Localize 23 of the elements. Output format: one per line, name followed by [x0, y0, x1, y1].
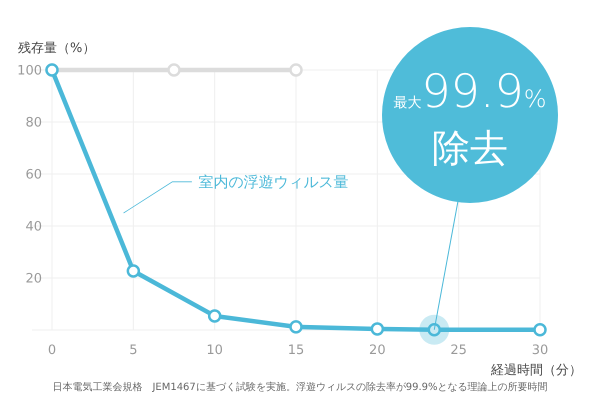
point	[208, 309, 222, 323]
y-tick-label: 80	[25, 116, 42, 131]
x-tick-label: 0	[48, 343, 56, 358]
y-tick-label: 100	[17, 64, 42, 79]
y-tick-label: 40	[25, 220, 42, 235]
x-tick-label: 25	[450, 343, 467, 358]
x-tick-label: 30	[532, 343, 548, 358]
text: 日本電気工業会規格 JEM1467に基づく試験を実施。浮遊ウィルスの除去率が99.9%となる理論上の所要時間	[52, 381, 548, 393]
x-axis-title: 経過時間（分）	[490, 363, 582, 378]
point	[533, 322, 547, 336]
y-tick-label: 60	[25, 168, 42, 183]
y-tick-label: 20	[25, 272, 42, 287]
point	[126, 264, 140, 278]
y-axis-title: 残存量（%）	[18, 41, 96, 56]
point	[370, 322, 384, 336]
x-tick-label: 5	[129, 343, 138, 358]
text: 室内の浮遊ウィルス量	[198, 173, 348, 192]
x-tick-label: 10	[206, 343, 223, 358]
point	[167, 63, 181, 77]
point	[289, 63, 303, 77]
x-tick-label: 15	[288, 343, 304, 358]
point	[289, 320, 303, 334]
x-tick-label: 20	[369, 343, 386, 358]
